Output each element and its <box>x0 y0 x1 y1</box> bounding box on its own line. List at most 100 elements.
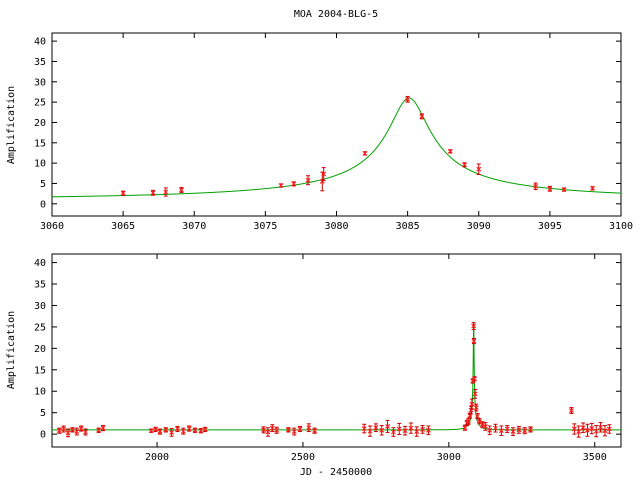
bottom-data-point <box>420 425 426 434</box>
top-x-tick-label: 3090 <box>467 221 491 232</box>
top-data-point <box>291 181 297 187</box>
top-y-tick-label: 5 <box>40 179 46 190</box>
bottom-data-point <box>571 423 577 435</box>
point-marker <box>83 429 88 435</box>
bottom-data-point <box>186 425 192 432</box>
top-x-tick-label: 3085 <box>396 221 420 232</box>
bottom-data-point <box>83 428 88 436</box>
point-marker <box>504 426 510 432</box>
bottom-data-point <box>56 427 62 434</box>
point-marker <box>471 323 477 329</box>
point-marker <box>367 428 373 434</box>
bottom-y-tick-label: 0 <box>40 430 46 441</box>
point-marker <box>589 426 595 431</box>
top-data-point <box>462 162 467 168</box>
top-y-tick-label: 0 <box>40 199 46 210</box>
bottom-y-tick-label: 5 <box>40 408 46 419</box>
bottom-data-point <box>414 426 420 437</box>
bottom-data-point <box>402 425 408 436</box>
point-marker <box>522 428 528 434</box>
point-marker <box>74 429 80 434</box>
point-marker <box>198 428 204 434</box>
bottom-data-point <box>202 426 208 433</box>
point-marker <box>571 426 577 432</box>
point-marker <box>297 426 303 432</box>
bottom-x-tick-label: 2000 <box>145 452 169 463</box>
point-marker <box>78 426 84 431</box>
bottom-data-point <box>65 428 71 438</box>
bottom-data-point <box>510 427 516 436</box>
top-data-point <box>150 189 156 196</box>
bottom-data-point <box>379 425 385 436</box>
point-marker <box>261 427 266 433</box>
bottom-data-point <box>468 405 474 415</box>
bottom-data-point <box>78 425 84 432</box>
point-marker <box>157 429 163 434</box>
point-marker <box>475 413 480 419</box>
top-x-tick-label: 3100 <box>609 221 633 232</box>
bottom-data-point <box>606 424 612 434</box>
top-data-point <box>561 187 567 192</box>
top-data-point <box>533 182 539 191</box>
point-marker <box>120 190 126 196</box>
top-data-point <box>405 95 411 103</box>
point-marker <box>593 428 599 434</box>
bottom-data-point <box>100 425 106 432</box>
point-marker <box>169 429 175 435</box>
point-marker <box>148 428 154 434</box>
bottom-data-point <box>472 389 478 399</box>
bottom-data-point <box>580 422 586 433</box>
bottom-data-point <box>589 422 595 435</box>
point-marker <box>285 427 291 433</box>
point-marker <box>65 430 71 436</box>
bottom-data-point <box>522 427 528 435</box>
top-x-tick-label: 3095 <box>538 221 562 232</box>
top-y-tick-label: 10 <box>34 159 46 170</box>
bottom-data-point <box>473 403 479 412</box>
bottom-data-point <box>504 425 510 433</box>
point-marker <box>476 166 482 172</box>
point-marker <box>179 187 184 193</box>
point-marker <box>305 177 311 183</box>
bottom-data-point <box>568 407 574 415</box>
bottom-data-point <box>169 428 175 437</box>
bottom-y-tick-label: 30 <box>34 301 46 312</box>
bottom-data-point <box>269 424 275 433</box>
bottom-data-point <box>585 423 590 437</box>
top-x-tick-label: 3070 <box>182 221 206 232</box>
point-marker <box>471 338 477 344</box>
point-marker <box>408 425 414 431</box>
bottom-data-point <box>153 426 159 433</box>
point-marker <box>56 428 62 434</box>
top-data-point <box>419 113 425 120</box>
bottom-data-point <box>598 422 603 433</box>
top-data-point <box>476 163 482 176</box>
bottom-data-point <box>425 425 431 436</box>
point-marker <box>186 426 192 431</box>
point-marker <box>425 427 431 433</box>
bottom-data-point <box>385 419 390 433</box>
point-marker <box>96 427 102 433</box>
point-marker <box>533 183 539 189</box>
point-marker <box>362 150 368 156</box>
bottom-data-point <box>576 425 582 438</box>
bottom-x-axis-label: JD - 2450000 <box>300 467 372 478</box>
bottom-plot-frame <box>51 253 622 448</box>
point-marker <box>462 162 467 168</box>
point-marker <box>70 427 75 433</box>
point-marker <box>180 428 186 434</box>
point-marker <box>473 405 479 410</box>
point-marker <box>100 425 106 431</box>
point-marker <box>385 423 390 429</box>
bottom-data-point <box>163 427 169 433</box>
point-marker <box>202 426 208 432</box>
point-marker <box>576 429 582 434</box>
point-marker <box>487 427 493 433</box>
bottom-data-point <box>493 423 498 433</box>
bottom-data-point <box>192 427 198 433</box>
top-y-tick-label: 35 <box>34 57 46 68</box>
point-marker <box>379 427 385 433</box>
point-marker <box>568 408 574 413</box>
point-marker <box>606 426 612 432</box>
